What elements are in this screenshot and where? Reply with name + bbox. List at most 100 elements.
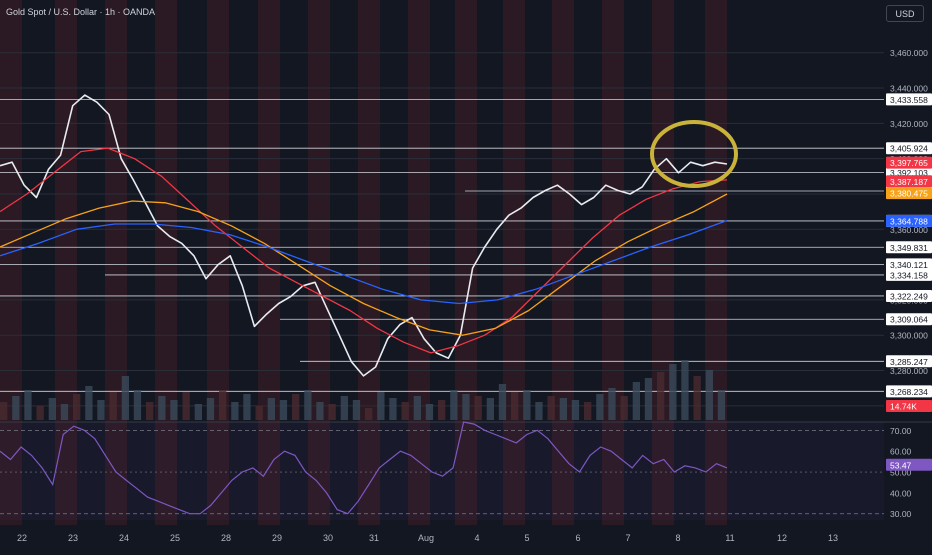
time-tick-label: 25: [170, 533, 180, 543]
volume-bar: [170, 400, 178, 420]
volume-bar: [511, 392, 519, 420]
indicator-price-tag-background: [886, 214, 932, 227]
price-tick-label: 3,360.000: [890, 225, 928, 235]
volume-bar: [328, 404, 336, 420]
volume-bar: [486, 398, 494, 420]
volume-bar: [498, 384, 507, 420]
volume-bar: [377, 392, 385, 420]
volume-bar: [413, 396, 421, 420]
volume-value-tag-background: [886, 400, 932, 412]
session-band: [258, 0, 280, 525]
volume-bar: [48, 398, 56, 420]
rsi-line: [0, 421, 728, 515]
volume-bar: [340, 396, 348, 420]
volume-bar: [681, 360, 689, 420]
chart-title: Gold Spot / U.S. Dollar · 1h · OANDA: [6, 7, 156, 17]
volume-bar: [97, 400, 105, 420]
session-band: [408, 0, 430, 525]
time-tick-label: 30: [323, 533, 333, 543]
level-price-label: 3,334.158: [890, 270, 928, 280]
indicator-price-tag-background: [886, 156, 932, 169]
volume-bar: [243, 394, 251, 420]
time-tick-label: 28: [221, 533, 231, 543]
rsi-tick-label: 30.00: [890, 509, 912, 519]
session-band: [55, 0, 77, 525]
volume-bar: [462, 394, 470, 420]
level-price-label: 3,405.924: [890, 144, 928, 154]
session-band: [155, 0, 177, 525]
volume-bar: [547, 396, 555, 420]
level-price-label: 3,433.558: [890, 95, 928, 105]
volume-bar: [292, 394, 300, 420]
level-price-label-background: [886, 241, 932, 254]
level-price-label-background: [886, 313, 932, 326]
time-tick-label: 24: [119, 533, 129, 543]
volume-bar: [559, 398, 567, 420]
volume-bar: [717, 390, 726, 420]
level-price-label-background: [886, 142, 932, 155]
volume-bar: [535, 402, 543, 420]
time-tick-label: 29: [272, 533, 282, 543]
volume-bar: [474, 396, 482, 420]
level-price-label: 3,268.234: [890, 387, 928, 397]
price-tick-label: 3,440.000: [890, 84, 928, 94]
price-tick-label: 3,460.000: [890, 48, 928, 58]
session-band: [0, 0, 22, 525]
level-price-label-background: [886, 385, 932, 398]
level-price-label-background: [886, 355, 932, 368]
rsi-pane: [0, 421, 728, 515]
volume-bar: [206, 398, 215, 420]
session-band: [455, 0, 477, 525]
volume-bar: [693, 376, 701, 420]
volume-value-tag: 14.74K: [890, 402, 917, 412]
rsi-value-tag: 53.47: [890, 460, 912, 470]
volume-bar: [255, 406, 263, 420]
volume-bar: [267, 398, 275, 420]
time-tick-label: 8: [675, 533, 680, 543]
volume-bar: [571, 400, 580, 420]
volume-bar: [24, 390, 32, 420]
session-band: [552, 0, 574, 525]
rsi-tick-label: 60.00: [890, 447, 912, 457]
level-price-label: 3,322.249: [890, 291, 928, 301]
session-band: [308, 0, 330, 525]
rsi-tick-label: 40.00: [890, 488, 912, 498]
volume-bar: [121, 376, 129, 420]
level-price-label: 3,340.121: [890, 260, 928, 270]
volume-bar: [389, 398, 397, 420]
time-axis: 22 23 24 25 28 29 30 31 Aug 4 5 6 7 8 11 12 13: [17, 533, 838, 543]
highlight-circle-annotation: [650, 120, 738, 188]
rsi-tick-label: 50.00: [890, 468, 912, 478]
volume-bar: [365, 408, 373, 420]
volume-bar: [146, 402, 154, 420]
volume-bar: [316, 402, 324, 420]
volume-bar: [657, 372, 665, 420]
volume-bar: [12, 396, 20, 420]
time-tick-label: 13: [828, 533, 838, 543]
volume-bar: [194, 404, 202, 420]
volume-bar: [85, 386, 93, 420]
time-tick-label: 11: [725, 533, 734, 543]
level-price-label-background: [886, 93, 932, 106]
volume-bar: [620, 396, 628, 420]
volume-bar: [231, 402, 239, 420]
session-band: [503, 0, 525, 525]
volume-bar: [219, 390, 227, 420]
price-tick-label: 3,420.000: [890, 119, 928, 129]
volume-bar: [0, 402, 8, 420]
level-price-label: 3,285.247: [890, 357, 928, 367]
volume-bar: [596, 394, 604, 420]
indicator-price-tag-background: [886, 175, 932, 188]
session-band: [358, 0, 380, 525]
volume-bar: [352, 400, 361, 420]
volume-bar: [401, 402, 409, 420]
price-line: [0, 94, 728, 377]
currency-button[interactable]: USD: [886, 5, 924, 22]
time-tick-label: 5: [524, 533, 529, 543]
moving-average-line: [0, 193, 728, 336]
volume-bar: [608, 388, 616, 420]
volume-bar: [109, 392, 117, 420]
time-tick-label: Aug: [418, 533, 434, 543]
